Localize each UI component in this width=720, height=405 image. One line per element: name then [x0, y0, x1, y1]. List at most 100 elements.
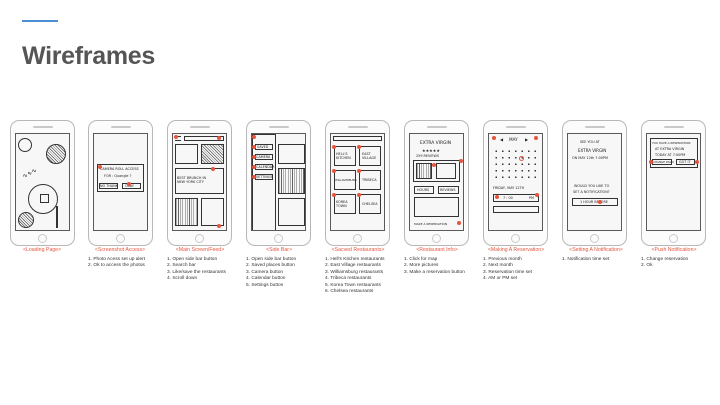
sketch-ok-button — [122, 183, 141, 189]
annotation-marker-2 — [432, 163, 436, 167]
sketch-tile-tribeca — [359, 170, 381, 190]
note-item: 5. Korea Town restaurants — [325, 282, 381, 288]
sketch-tile-chelsea — [359, 194, 381, 214]
setting-notification-screen: SEE YOU AT EXTRA VIRGIN ON MAY 12th 7:00… — [567, 133, 622, 231]
annotation-marker-2 — [357, 145, 361, 149]
caption-screenshot-access: <Screenshot Access> — [94, 247, 146, 253]
note-item: 1. Hell's Kitchen restaurants — [325, 257, 385, 262]
annotation-marker-3 — [252, 155, 256, 159]
sketch-change-label: CHANGE RSVN — [653, 160, 674, 164]
sketch-no-label: NO THANK — [100, 184, 118, 188]
sketch-logo: ∿∿∿ — [21, 168, 38, 181]
annotation-marker-2 — [127, 182, 131, 186]
phone-screenshot-access: CAMERA ROLL ACCESS FOR : Quangle ? NO TH… — [88, 120, 153, 246]
phone-home-button — [353, 234, 362, 243]
sketch-ok-label: OKAY — [125, 184, 134, 188]
sketch-settings-label: SETTINGS — [256, 175, 273, 179]
sketch-plate — [28, 184, 58, 214]
sketch-feed-card — [201, 144, 224, 164]
sketch-tile-label: KOREA TOWN — [336, 200, 348, 208]
note-item: 3. Camera button — [246, 269, 284, 275]
note-item: 1. Click for map — [404, 257, 438, 262]
sketch-map — [436, 163, 456, 179]
sketch-tile-hells-kitchen — [334, 146, 356, 166]
note-item: 1. Change reservation — [641, 257, 689, 262]
caption-restaurant-info: <Restaurant Info> — [416, 247, 458, 253]
annotation-marker-5 — [332, 193, 336, 197]
note-item: 4. Calendar button — [246, 276, 286, 282]
sketch-plate — [18, 138, 32, 152]
annotation-marker-2 — [695, 160, 699, 164]
phone-push-notification: YOU HAVE A RESERVATION AT EXTRA VIRGIN T… — [641, 120, 706, 246]
annotation-marker-1 — [459, 159, 463, 163]
caption-push-notification: <Push Notification> — [651, 247, 697, 253]
sketch-time-picker — [493, 194, 539, 202]
sketch-notif-line1: YOU HAVE A RESERVATION — [652, 141, 691, 145]
sketch-photo — [416, 163, 432, 179]
sketch-tile-label: TRIBECA — [362, 178, 377, 182]
sketch-tile-east-village — [359, 146, 381, 166]
notes-side-bar: 1. Open side bar button 2. Saved places … — [246, 257, 296, 289]
sketch-feed-card — [175, 144, 198, 164]
notes-restaurant-info: 1. Click for map 2. More pictures 3. Mak… — [404, 257, 465, 276]
annotation-marker-3 — [495, 195, 499, 199]
notes-setting-notification: 1. Notification time set — [562, 257, 609, 263]
title-accent-line — [22, 20, 58, 22]
phone-speaker — [269, 126, 289, 128]
sketch-info-block — [414, 197, 459, 217]
caption-main-feed: <Main Screen/Feed> — [175, 247, 225, 253]
sketch-feed-card — [278, 168, 305, 194]
note-item: 1. Open side bar button — [167, 257, 218, 262]
annotation-marker-1 — [649, 160, 653, 164]
sketch-ampm-value: PM — [529, 196, 534, 200]
main-feed-screen: BEST BRUNCH IN NEW YORK CITY — [172, 133, 227, 231]
phone-speaker — [664, 126, 684, 128]
sketch-calendar-grid — [493, 148, 539, 180]
note-item: 2. Search bar — [167, 263, 196, 269]
sketch-notification-option: 1 HOUR BEFORE — [580, 200, 608, 204]
annotation-marker-1 — [598, 200, 602, 204]
sketch-selected-date: FRIDAY, MAY 12TH — [493, 186, 525, 190]
sketch-alert-line1: CAMERA ROLL ACCESS — [100, 167, 139, 171]
sketch-question1: WOULD YOU LIKE TO — [574, 184, 610, 188]
note-item: 1. Notification time set — [562, 257, 610, 262]
wireframe-panel: ∿∿∿ <Loading Page> CAMERA ROLL ACCESS FO… — [0, 112, 720, 302]
annotation-marker-2 — [534, 136, 538, 140]
sketch-ok-label: GOT IT — [679, 160, 691, 164]
sketch-tile-label: HELL'S KITCHEN — [336, 152, 351, 160]
phone-speaker — [585, 126, 605, 128]
note-item: 5. Settings button — [246, 282, 284, 288]
phone-speaker — [348, 126, 368, 128]
annotation-marker-2 — [217, 136, 221, 140]
sketch-alert-box — [97, 164, 144, 192]
screenshot-access-screen: CAMERA ROLL ACCESS FOR : Quangle ? NO TH… — [93, 133, 148, 231]
note-item: 3. Reservation time set — [483, 269, 533, 275]
phone-side-bar: SAVED CAMERA CALENDAR SETTINGS — [246, 120, 311, 246]
annotation-marker-1 — [98, 165, 102, 169]
annotation-marker-3 — [457, 221, 461, 225]
sketch-feed-card — [278, 144, 305, 164]
sketch-plate — [46, 144, 66, 164]
sketch-fork — [56, 206, 58, 228]
sketch-review-count: 259 REVIEWS — [416, 154, 440, 158]
sketch-tile-label: CHELSEA — [362, 202, 378, 206]
caption-setting-notification: <Setting A Notification> — [569, 247, 623, 253]
push-notification-screen: YOU HAVE A RESERVATION AT EXTRA VIRGIN T… — [646, 133, 701, 231]
note-item: 6. Chelsea restaurants — [325, 289, 374, 295]
sketch-saved-label: SAVED — [257, 145, 269, 149]
note-item: 2. Ok — [641, 263, 653, 269]
sketch-restaurant-name: EXTRA VIRGIN — [420, 141, 451, 146]
saved-restaurants-screen: HELL'S KITCHEN EAST VILLAGE WILLIAMSBURG… — [330, 133, 385, 231]
sketch-feed-card — [278, 198, 305, 226]
sketch-calendar-label: CALENDAR — [256, 165, 275, 169]
notes-making-reservation: 1. Previous month 2. Next month 3. Reser… — [483, 257, 532, 283]
note-item: 1. Open side bar button — [246, 257, 297, 262]
phone-main-feed: BEST BRUNCH IN NEW YORK CITY — [167, 120, 232, 246]
annotation-marker-4 — [252, 165, 256, 169]
phone-home-button — [669, 234, 678, 243]
note-item: 2. Ok to access the photos — [88, 263, 145, 269]
sketch-notification-picker — [572, 198, 618, 206]
phone-saved-restaurants: HELL'S KITCHEN EAST VILLAGE WILLIAMSBURG… — [325, 120, 390, 246]
sketch-no-button — [99, 183, 118, 189]
annotation-marker-4 — [217, 224, 221, 228]
